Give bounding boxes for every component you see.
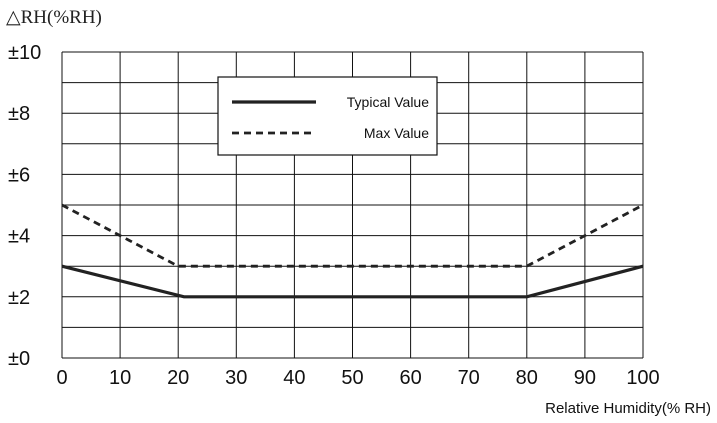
- x-tick-label: 70: [458, 367, 480, 389]
- grid: [61, 51, 644, 359]
- legend-box: [217, 76, 438, 156]
- max-value-line: [61, 203, 644, 268]
- y-tick-label: ±8: [8, 103, 30, 125]
- y-tick-label: ±0: [8, 348, 30, 370]
- typical-value-line: [61, 264, 644, 299]
- x-tick-label: 30: [225, 367, 247, 389]
- x-tick-label: 90: [574, 367, 596, 389]
- x-tick-label: 100: [626, 367, 659, 389]
- tick-labels: 0 10 20 30 40 50 60 70 80 90 100 ±0 ±2 ±4 ±6 ±8 ±10: [8, 42, 660, 389]
- series-lines: [61, 203, 644, 299]
- legend-label: Max Value: [364, 125, 429, 141]
- x-tick-label: 50: [341, 367, 363, 389]
- legend: Typical Value Max Value: [217, 76, 438, 156]
- x-tick-label: 80: [516, 367, 538, 389]
- y-tick-label: ±10: [8, 42, 41, 64]
- y-tick-label: ±4: [8, 226, 30, 248]
- y-tick-label: ±6: [8, 164, 30, 186]
- x-tick-label: 10: [109, 367, 131, 389]
- x-axis-label: Relative Humidity(% RH): [545, 400, 711, 417]
- x-tick-label: 20: [167, 367, 189, 389]
- x-tick-label: 40: [283, 367, 305, 389]
- y-axis-label: △RH(%RH): [6, 7, 102, 28]
- legend-label: Typical Value: [347, 94, 429, 110]
- x-tick-label: 60: [399, 367, 421, 389]
- x-tick-label: 0: [56, 367, 67, 389]
- y-tick-label: ±2: [8, 287, 30, 309]
